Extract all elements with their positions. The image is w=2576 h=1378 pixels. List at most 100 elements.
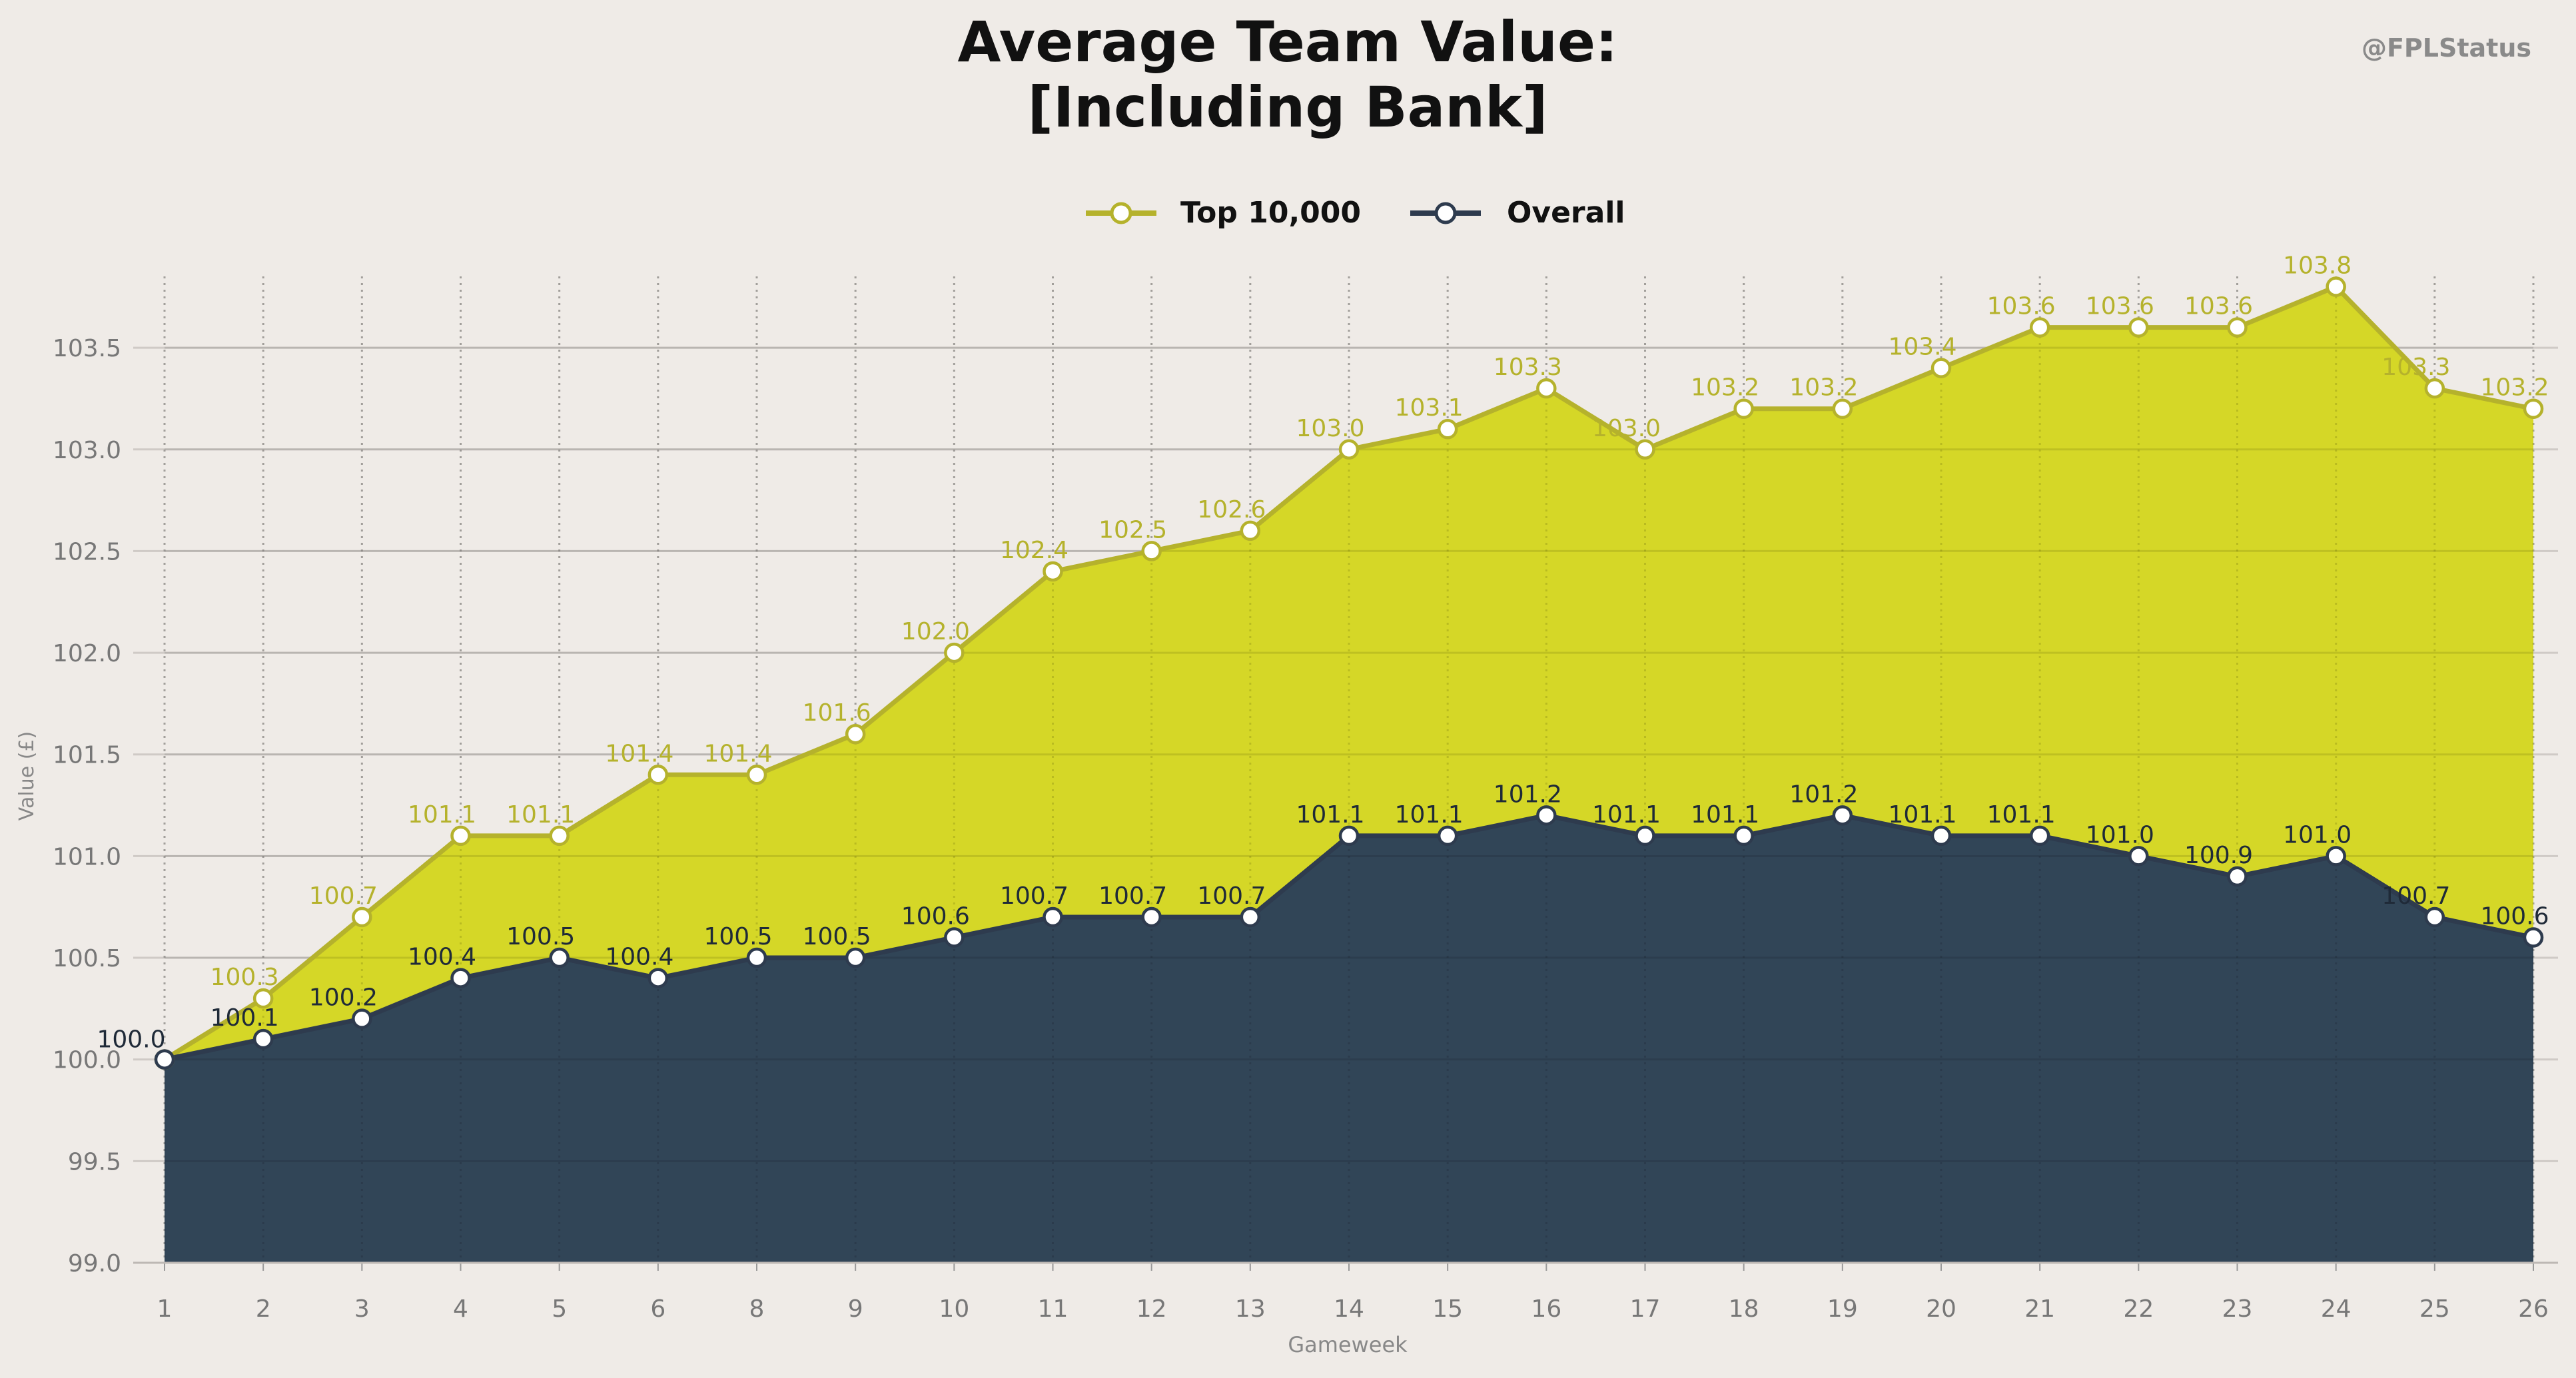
axes: 99.0 99.5 100.0 100.5 101.0 101.5 102.0 102.5 10… [53, 335, 2558, 1323]
point-top10k [647, 765, 669, 785]
data-label-overall: 100.6 [901, 903, 970, 930]
x-tick-label: 3 [354, 1295, 370, 1323]
data-label-overall: 100.7 [1098, 882, 1167, 910]
y-tick-label: 100.5 [53, 945, 121, 972]
data-label-top10k: 102.5 [1098, 516, 1167, 543]
x-tick-label: 24 [2321, 1295, 2352, 1323]
point-overall [549, 947, 570, 968]
point-top10k [944, 642, 965, 663]
data-label-top10k: 103.4 [1888, 334, 1956, 361]
x-tick-label: 14 [1334, 1295, 1364, 1323]
x-tick-label: 12 [1136, 1295, 1167, 1323]
x-tick-label: 26 [2518, 1295, 2549, 1323]
data-label-overall: 100.9 [2184, 842, 2253, 869]
data-label-overall: 100.6 [2480, 903, 2549, 930]
point-top10k [2128, 317, 2149, 338]
data-label-overall: 100.5 [803, 923, 871, 950]
x-tick-label: 2 [256, 1295, 271, 1323]
point-top10k [2326, 276, 2346, 297]
data-label-overall: 101.1 [1987, 801, 2056, 829]
point-top10k [1141, 541, 1162, 561]
x-tick-label: 1 [157, 1295, 173, 1323]
y-tick-label: 99.5 [68, 1148, 121, 1176]
data-label-top10k: 103.3 [1494, 354, 1562, 381]
point-top10k [1437, 418, 1458, 440]
point-overall [1832, 805, 1853, 826]
data-label-overall: 101.1 [1888, 801, 1956, 829]
watermark-text: @FPLStatus [2361, 33, 2531, 63]
point-top10k [1931, 358, 1952, 378]
point-overall [2326, 846, 2346, 866]
x-tick-label: 11 [1038, 1295, 1069, 1323]
data-label-overall: 101.0 [2086, 821, 2154, 849]
x-tick-label: 25 [2419, 1295, 2450, 1323]
data-label-overall: 101.1 [1296, 801, 1364, 829]
point-overall [1536, 805, 1557, 826]
data-label-top10k: 100.7 [309, 882, 378, 910]
point-overall [352, 1008, 372, 1029]
point-overall [1043, 906, 1063, 928]
data-label-overall: 101.2 [1494, 781, 1562, 808]
point-top10k [1733, 398, 1754, 419]
data-label-top10k: 103.2 [1789, 374, 1858, 402]
point-top10k [746, 765, 767, 785]
data-label-top10k: 102.0 [901, 618, 970, 645]
data-label-overall: 100.4 [605, 944, 673, 971]
legend-label-overall: Overall [1507, 196, 1625, 230]
x-tick-label: 18 [1729, 1295, 1759, 1323]
data-label-overall: 101.1 [1691, 801, 1759, 829]
legend-marker-top10k [1110, 202, 1132, 224]
data-label-top10k: 103.2 [2480, 374, 2549, 402]
point-top10k [450, 825, 471, 847]
point-top10k [1832, 398, 1853, 419]
y-tick-label: 101.0 [53, 843, 121, 870]
data-label-top10k: 103.6 [1987, 293, 2056, 320]
x-tick-label: 8 [749, 1295, 765, 1323]
x-tick-label: 23 [2222, 1295, 2253, 1323]
point-top10k [1536, 378, 1557, 399]
data-label-top10k: 102.6 [1197, 496, 1266, 523]
data-labels: 100.3 100.7 101.1 101.1 101.4 101.4 101.6 102.0… [97, 252, 2549, 1054]
point-top10k [845, 723, 866, 745]
data-label-top10k: 103.1 [1395, 394, 1464, 422]
x-tick-label: 9 [848, 1295, 863, 1323]
point-overall [154, 1049, 175, 1070]
data-label-overall: 100.5 [506, 923, 575, 950]
point-overall [1240, 906, 1261, 928]
area-overall [165, 815, 2533, 1263]
data-label-top10k: 101.4 [703, 740, 772, 767]
y-tick-label: 103.5 [53, 335, 121, 362]
point-overall [944, 927, 965, 948]
point-top10k [2424, 378, 2445, 399]
data-label-overall: 101.0 [2283, 821, 2352, 849]
point-top10k [1635, 439, 1655, 460]
chart-subtitle: [Including Bank] [1028, 75, 1548, 140]
data-label-top10k: 103.8 [2283, 252, 2352, 280]
data-label-top10k: 101.1 [408, 801, 476, 829]
point-top10k [352, 906, 372, 928]
x-tick-label: 16 [1531, 1295, 1561, 1323]
x-tick-label: 13 [1235, 1295, 1266, 1323]
data-label-top10k: 100.3 [211, 964, 279, 991]
data-label-top10k: 103.6 [2184, 293, 2253, 320]
data-label-overall: 101.1 [1395, 801, 1464, 829]
data-label-overall: 100.4 [408, 944, 476, 971]
point-top10k [1240, 520, 1261, 541]
point-top10k [2227, 317, 2248, 338]
point-overall [2523, 927, 2544, 948]
data-label-top10k: 103.3 [2381, 354, 2450, 381]
y-tick-label: 101.5 [53, 742, 121, 769]
point-top10k [2029, 317, 2050, 338]
x-tick-label: 5 [552, 1295, 567, 1323]
x-tick-label: 19 [1827, 1295, 1858, 1323]
y-tick-label: 102.0 [53, 640, 121, 667]
point-top10k [2523, 398, 2544, 419]
legend: Top 10,000 Overall [1086, 196, 1625, 230]
data-label-top10k: 103.2 [1691, 374, 1759, 402]
point-overall [845, 947, 866, 968]
x-tick-label: 4 [453, 1295, 468, 1323]
point-overall [647, 968, 669, 988]
point-overall [1338, 825, 1360, 847]
x-tick-label: 10 [939, 1295, 969, 1323]
data-label-overall: 101.1 [1592, 801, 1661, 829]
